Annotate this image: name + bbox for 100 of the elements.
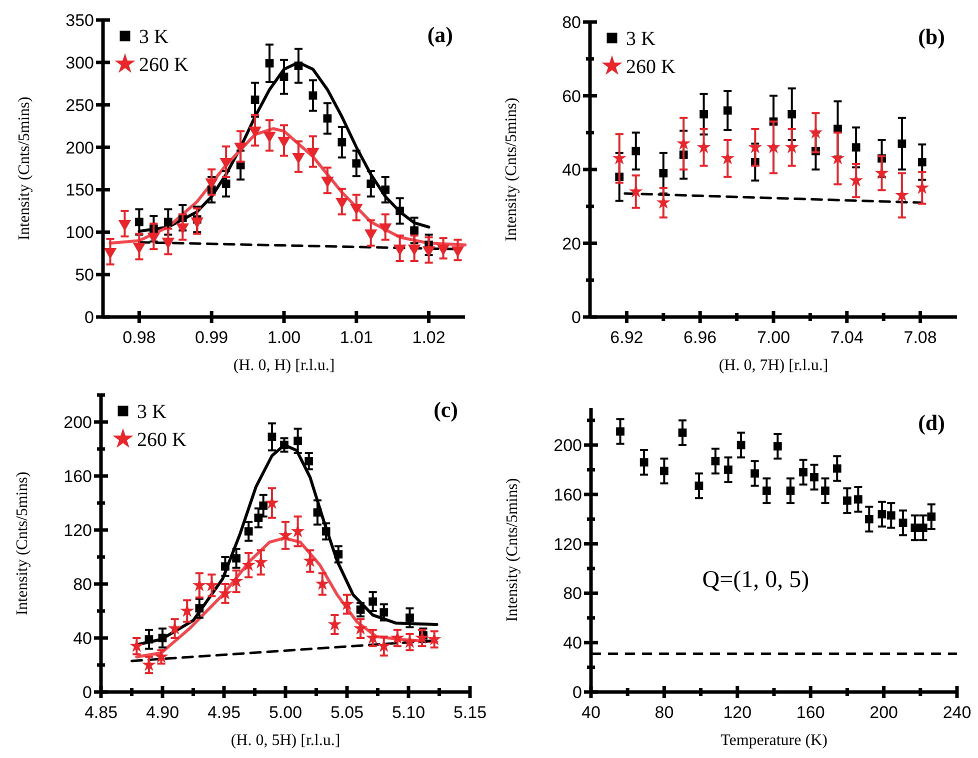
y-tick-label: 0 (572, 308, 581, 327)
x-tick-label: 200 (870, 703, 898, 722)
point (659, 169, 668, 178)
y-tick-label: 200 (66, 138, 94, 158)
point (762, 486, 771, 495)
point (250, 96, 260, 104)
point (918, 158, 926, 166)
point (843, 496, 852, 505)
y-tick-label: 160 (554, 485, 582, 504)
point (927, 512, 936, 521)
point (786, 486, 795, 495)
point (852, 143, 860, 152)
point (254, 555, 268, 568)
point (268, 432, 276, 442)
point (720, 151, 735, 164)
point (854, 495, 862, 504)
x-tick-label: 0.98 (122, 328, 156, 347)
point (338, 138, 346, 146)
point (192, 578, 206, 592)
x-tick-label: 5.15 (453, 703, 487, 722)
point (700, 110, 708, 118)
annotation: (b) (918, 24, 945, 49)
point (408, 244, 421, 256)
x-tick-label: 1.01 (340, 328, 373, 347)
point (864, 514, 874, 524)
point (379, 223, 392, 234)
point (118, 220, 132, 231)
y-tick-label: 350 (66, 11, 94, 30)
y-tick-label: 40 (563, 634, 582, 653)
point (292, 152, 305, 164)
x-axis-title: Temperature (K) (720, 732, 828, 749)
point (323, 114, 332, 123)
y-axis-title: Intensity (Cnts/5mins) (503, 98, 520, 242)
point (799, 468, 808, 476)
x-tick-label: 6.92 (610, 328, 644, 347)
point (280, 72, 288, 82)
point (750, 469, 759, 478)
point (894, 188, 909, 202)
point (313, 508, 322, 517)
point (788, 110, 796, 118)
x-tick-label: 7.08 (904, 328, 937, 347)
point (190, 217, 204, 228)
point (393, 244, 406, 256)
x-tick-label: 80 (654, 703, 674, 722)
point (294, 436, 302, 446)
point (918, 524, 928, 532)
point (694, 482, 704, 490)
x-tick-label: 0.99 (195, 328, 228, 347)
point (259, 502, 268, 510)
point (711, 456, 720, 466)
point (195, 604, 204, 612)
annotation: Q=(1, 0, 5) (702, 566, 810, 593)
point (380, 608, 388, 617)
x-axis-title: (H. 0, 5H) [r.l.u.] (230, 732, 340, 749)
point (308, 91, 318, 100)
point (158, 634, 167, 642)
x-tick-label: 1.02 (412, 328, 446, 347)
y-tick-label: 150 (66, 180, 94, 200)
point (436, 244, 450, 256)
legend-label: 260 K (139, 54, 189, 76)
point (886, 511, 896, 520)
point (678, 428, 687, 437)
point (640, 458, 648, 467)
point (736, 440, 746, 450)
point (616, 427, 624, 436)
y-tick-label: 0 (572, 683, 582, 702)
point (660, 466, 668, 476)
y-tick-label: 60 (562, 86, 581, 106)
point (849, 173, 864, 186)
point (364, 229, 378, 240)
point (321, 176, 334, 188)
annotation: (a) (427, 22, 453, 47)
x-tick-label: 4.90 (146, 703, 180, 722)
point (396, 206, 404, 216)
x-tick-label: 160 (796, 703, 825, 722)
y-tick-label: 50 (75, 266, 94, 285)
point (278, 136, 290, 148)
point (280, 440, 288, 450)
legend-label: 260 K (137, 429, 187, 451)
point (132, 242, 146, 254)
point (381, 186, 390, 194)
x-tick-label: 5.00 (268, 703, 302, 722)
point (632, 146, 640, 156)
y-tick-label: 160 (64, 467, 92, 486)
point (898, 518, 908, 528)
x-tick-label: 6.96 (684, 328, 717, 347)
point (723, 106, 732, 115)
point (334, 550, 343, 558)
point (205, 178, 218, 190)
x-tick-label: 4.85 (84, 703, 118, 722)
x-tick-label: 5.05 (330, 703, 364, 722)
point (164, 218, 172, 226)
point (810, 472, 818, 482)
x-tick-label: 7.00 (756, 328, 790, 347)
point (910, 524, 920, 532)
point (406, 614, 414, 622)
legend-label: 260 K (626, 56, 676, 78)
point (135, 218, 144, 226)
point (832, 464, 842, 473)
y-tick-label: 80 (73, 575, 92, 594)
